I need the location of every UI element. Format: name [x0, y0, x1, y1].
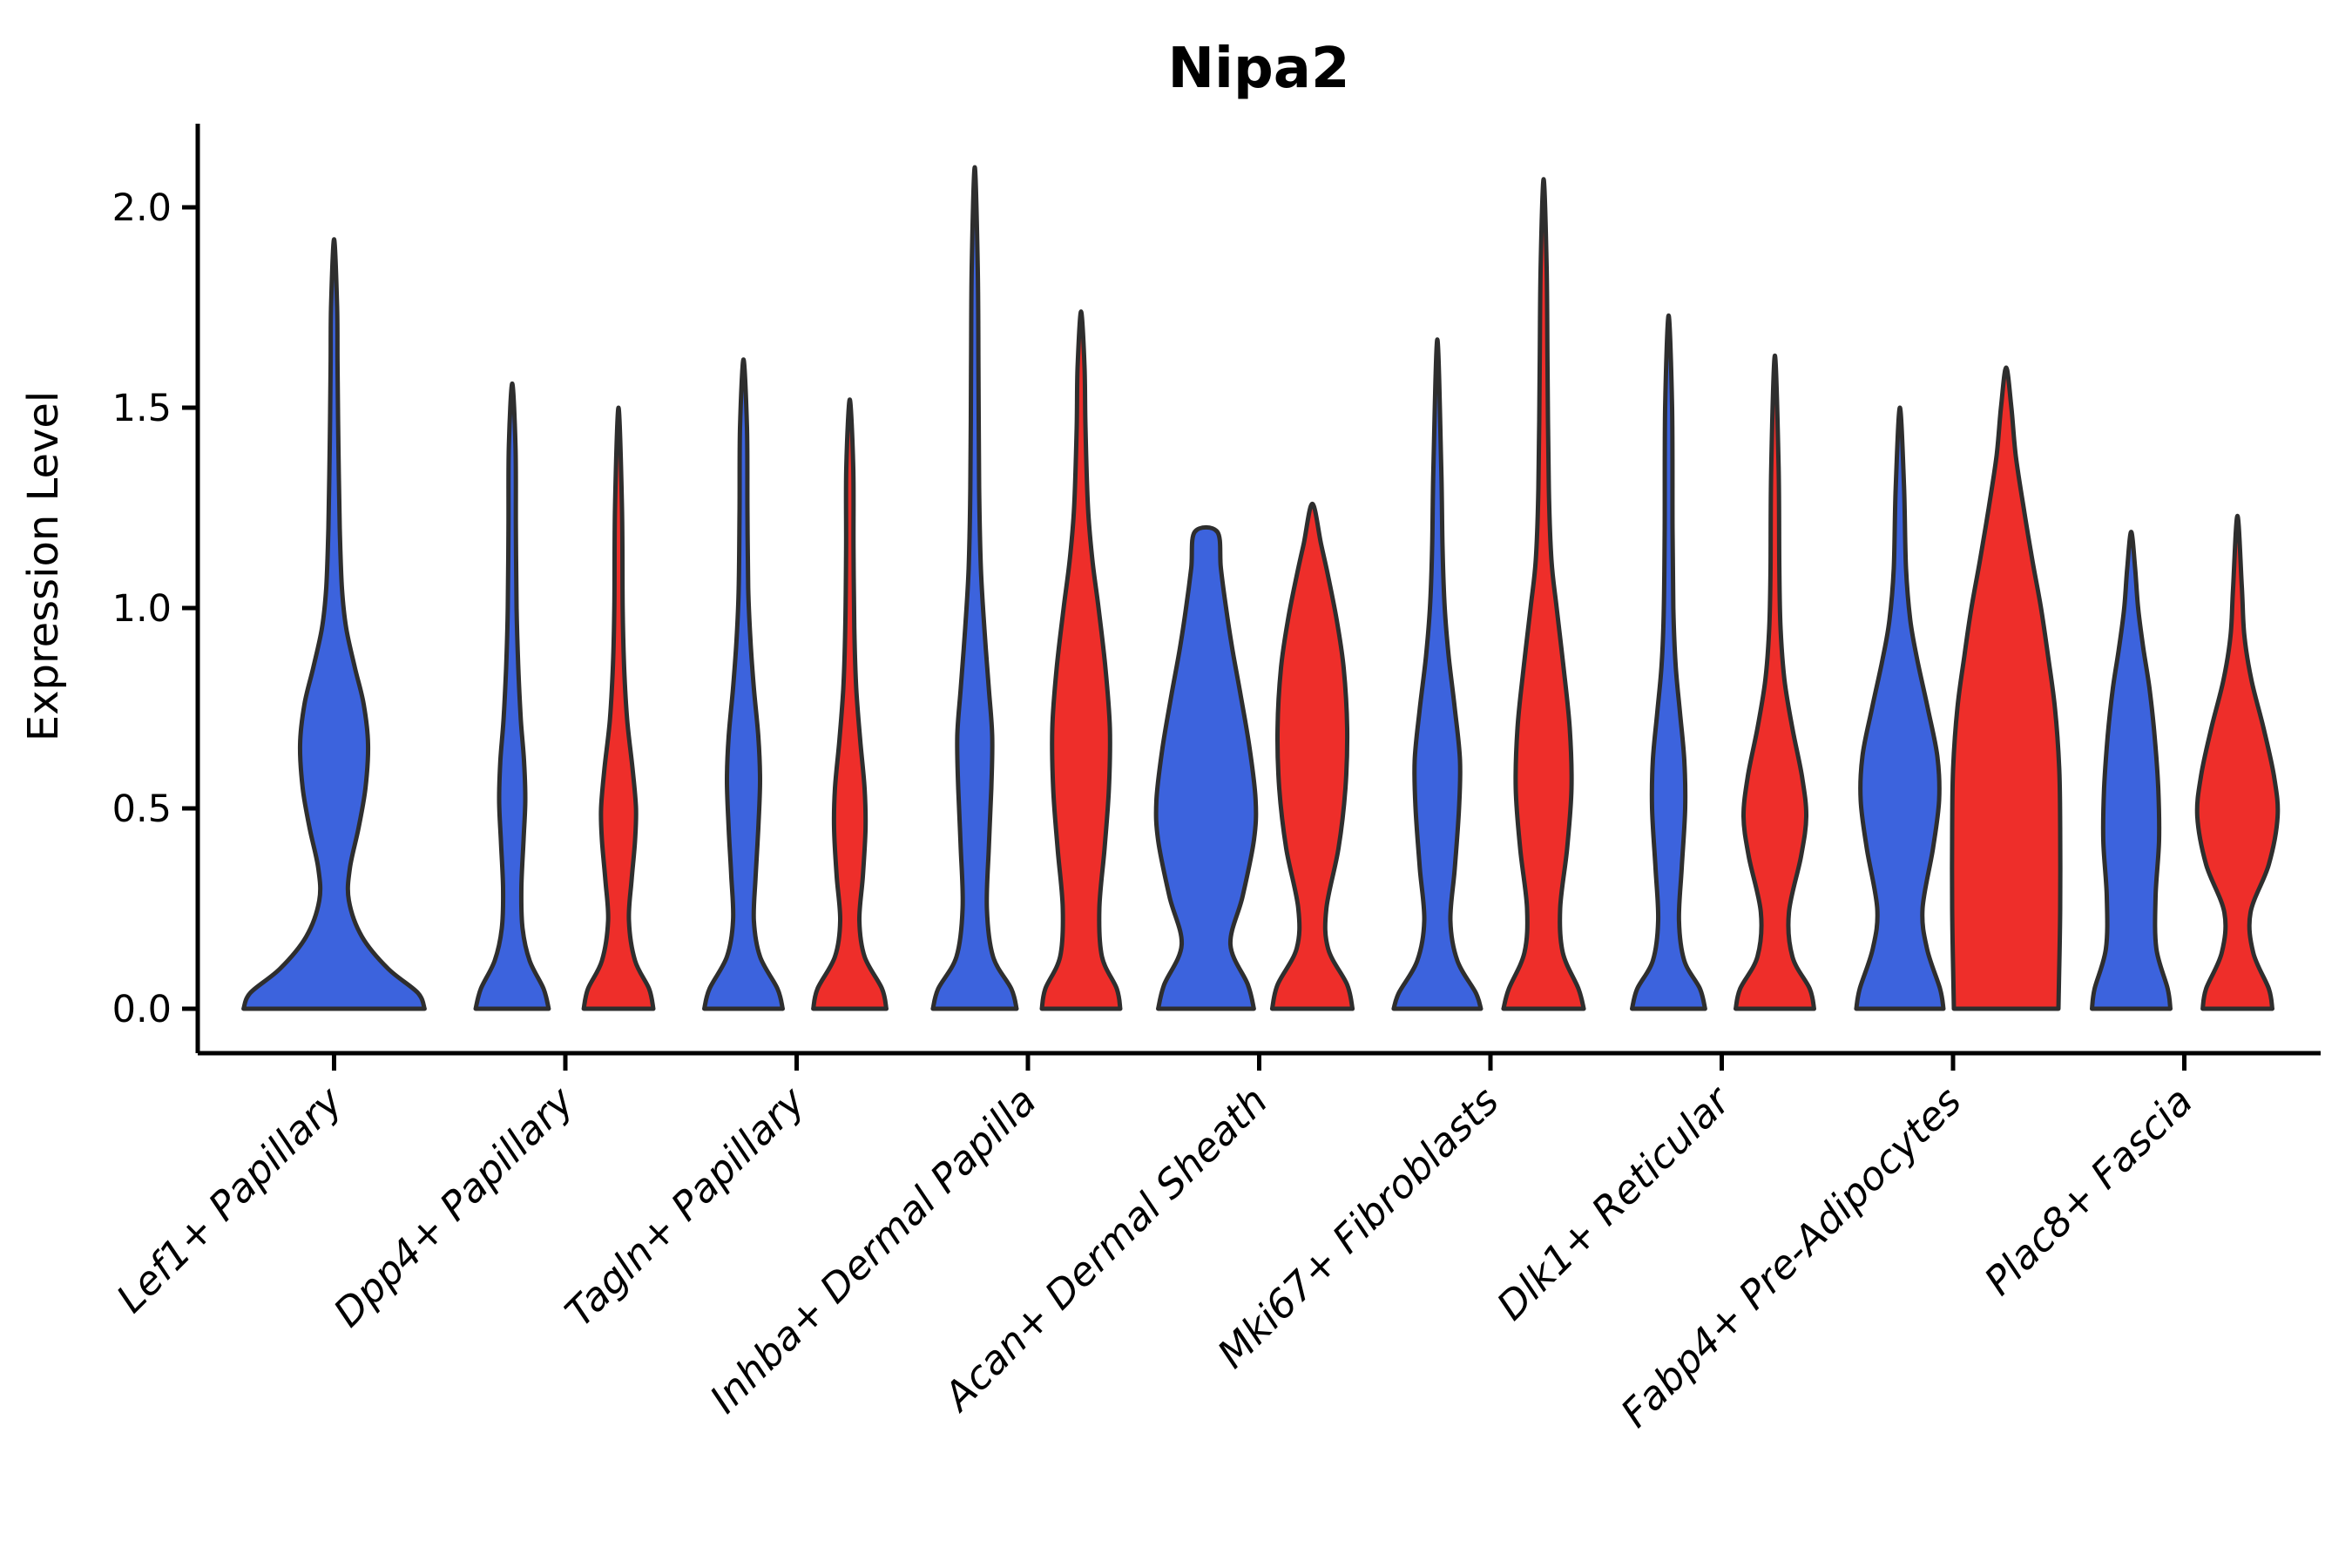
x-tick-label: Dpp4+ Papillary [325, 1077, 584, 1335]
y-tick-label: 0.5 [112, 787, 172, 831]
violin-8-red [2194, 513, 2281, 1011]
violin-4-red [1269, 501, 1355, 1011]
violin-3-blue [930, 165, 1019, 1011]
violin-8-blue [2090, 530, 2173, 1011]
violin-2-blue [702, 357, 785, 1011]
violin-5-red [1501, 177, 1586, 1011]
violin-2-red [811, 397, 889, 1011]
violin-7-blue [1854, 405, 1946, 1011]
y-tick-label: 0.0 [112, 988, 172, 1031]
violin-1-red [581, 405, 656, 1011]
violin-7-red [1950, 365, 2063, 1011]
x-tick-label: Lef1+ Papillary [107, 1077, 352, 1321]
y-tick-label: 1.5 [112, 387, 172, 430]
y-axis-label: Expression Level [19, 391, 68, 742]
violins-group [241, 165, 2281, 1011]
y-tick-label: 2.0 [112, 186, 172, 230]
violin-1-blue [473, 381, 551, 1011]
violin-6-red [1734, 353, 1816, 1011]
violin-3-red [1039, 309, 1123, 1011]
y-tick-label: 1.0 [112, 587, 172, 631]
x-tick-label: Plac8+ Fascia [1976, 1078, 2202, 1304]
chart-title: Nipa2 [1167, 37, 1349, 101]
violin-4-blue [1153, 524, 1259, 1011]
violin-6-blue [1630, 313, 1707, 1011]
x-tick-label: Dlk1+ Reticular [1488, 1077, 1740, 1329]
violin-0-blue [241, 237, 427, 1011]
x-tick-label: Tagln+ Papillary [556, 1077, 814, 1335]
violin-5-blue [1391, 337, 1484, 1011]
